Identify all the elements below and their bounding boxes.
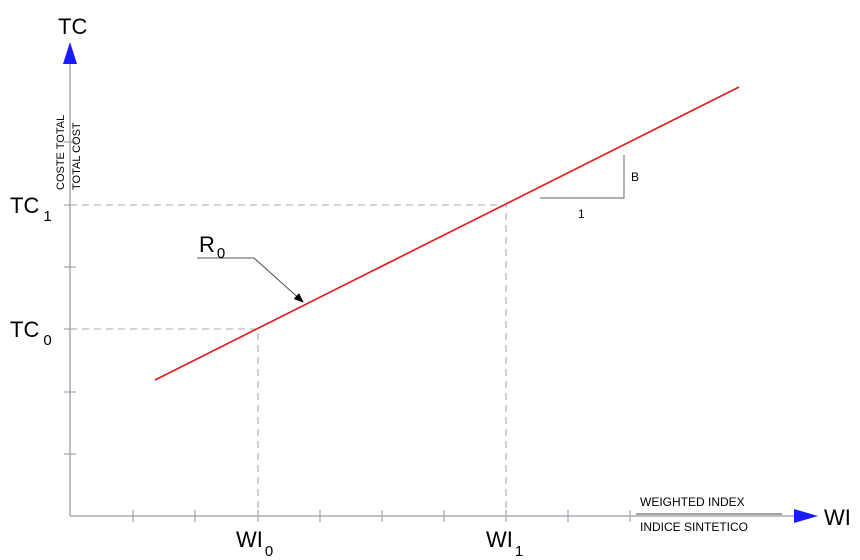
slope-run-label: 1 <box>578 207 585 221</box>
r0-leader-arrow <box>197 257 304 303</box>
guide-point-0 <box>70 328 259 516</box>
tc0-label: TC 0 <box>10 317 52 349</box>
wi0-label: WI 0 <box>236 527 273 560</box>
wi1-label: WI 1 <box>486 527 523 560</box>
x-axis-caption-en: WEIGHTED INDEX <box>640 495 745 509</box>
slope-rise-label: B <box>631 170 639 184</box>
y-axis-symbol: TC <box>58 14 87 39</box>
x-axis-arrow-icon <box>794 509 818 523</box>
x-axis-symbol: WI <box>824 505 851 530</box>
y-axis-caption-en: TOTAL COST <box>71 122 83 190</box>
y-axis-arrow-icon <box>63 42 77 64</box>
slope-triangle <box>540 155 625 199</box>
cost-line-r0 <box>154 86 740 381</box>
x-axis-caption-es: INDICE SINTETICO <box>640 520 748 534</box>
guide-point-1 <box>70 204 507 516</box>
tc1-label: TC 1 <box>10 193 52 225</box>
y-axis-caption-es: COSTE TOTAL <box>55 115 67 190</box>
x-axis-ticks <box>132 510 631 522</box>
